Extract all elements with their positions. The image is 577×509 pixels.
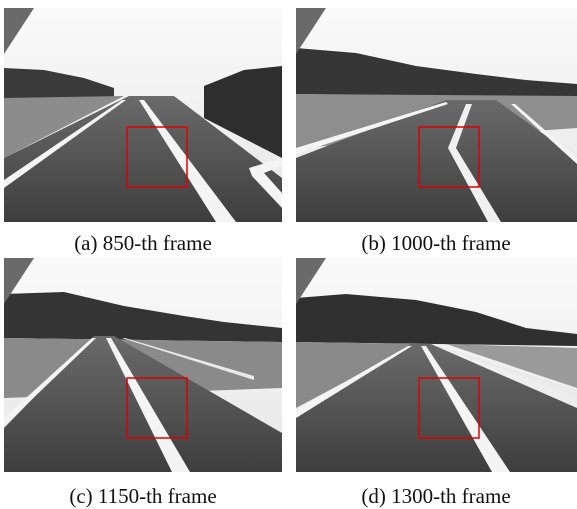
caption: (d) 1300-th frame bbox=[361, 484, 510, 508]
frame-image bbox=[4, 258, 282, 472]
frame-image bbox=[4, 8, 282, 222]
figure: (a) 850-th frame (b) 1000-th frame (c) 1… bbox=[0, 0, 577, 509]
frame-image bbox=[296, 8, 577, 222]
caption: (b) 1000-th frame bbox=[361, 231, 510, 255]
caption: (c) 1150-th frame bbox=[69, 484, 216, 508]
frame-image bbox=[296, 258, 577, 472]
caption: (a) 850-th frame bbox=[74, 231, 212, 255]
